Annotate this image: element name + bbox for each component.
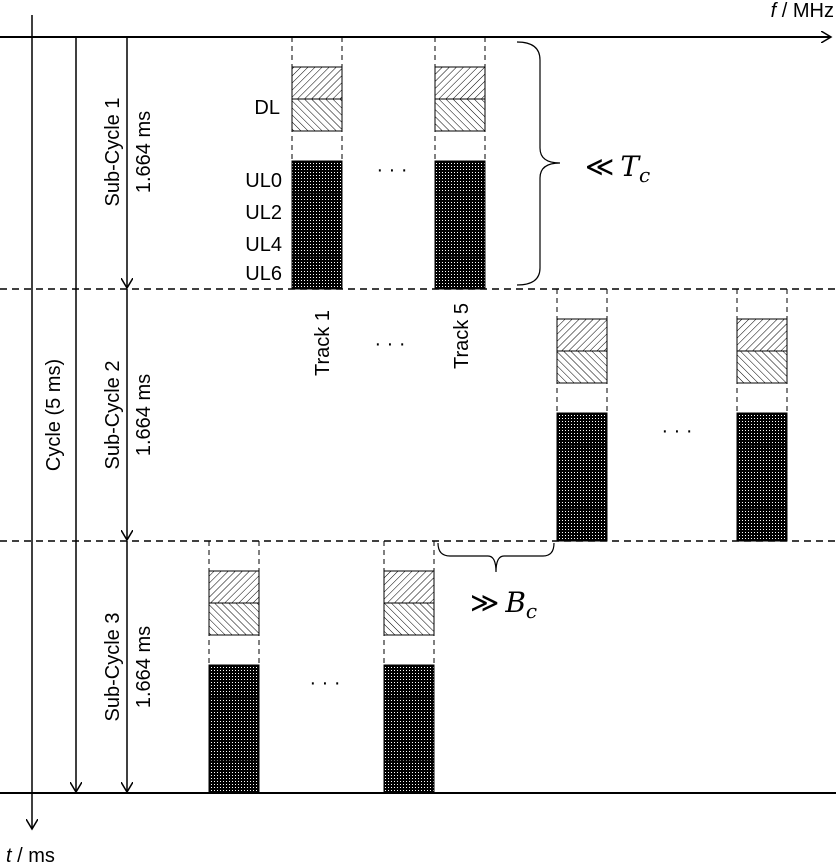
- ul-slot-block: [291, 256, 343, 290]
- tc-annotation: ≪ Tc: [585, 150, 650, 187]
- dl-slot-block: [208, 570, 260, 604]
- dl-slot-block: [208, 602, 260, 636]
- ul-slot-block: [208, 760, 260, 794]
- dl-slot-block: [434, 66, 486, 100]
- ul-slot-block: [736, 412, 788, 446]
- dl-slot-block: [291, 66, 343, 100]
- ul6-label: UL6: [245, 263, 282, 285]
- track-5-label: Track 5: [451, 303, 473, 369]
- ul-slot-block: [291, 224, 343, 258]
- subcycle-2-duration: 1.664 ms: [133, 374, 155, 456]
- ul-slot-block: [736, 508, 788, 542]
- subcycle-1-duration: 1.664 ms: [133, 111, 155, 193]
- ul-slot-block: [434, 160, 486, 194]
- ul-slot-block: [434, 192, 486, 226]
- ul-slot-block: [434, 224, 486, 258]
- frequency-axis-label: f / MHz: [771, 0, 834, 22]
- ul2-label: UL2: [245, 202, 282, 224]
- dl-slot-block: [291, 98, 343, 132]
- ellipsis: · · ·: [309, 672, 340, 694]
- track-1-label: Track 1: [312, 310, 334, 376]
- ul0-label: UL0: [245, 170, 282, 192]
- ul-slot-block: [383, 760, 435, 794]
- dl-slot-block: [736, 318, 788, 352]
- bc-annotation: ≫ Bc: [470, 586, 537, 623]
- ul-slot-block: [736, 444, 788, 478]
- subcycle-1-label: Sub-Cycle 1: [102, 98, 124, 207]
- ul-slot-block: [556, 412, 608, 446]
- ul-slot-block: [383, 728, 435, 762]
- dl-label: DL: [254, 97, 280, 119]
- ul-slot-block: [556, 444, 608, 478]
- dl-slot-block: [556, 350, 608, 384]
- ul-slot-block: [208, 728, 260, 762]
- ellipsis: · · ·: [374, 333, 405, 355]
- ul-slot-block: [208, 696, 260, 730]
- dl-slot-block: [556, 318, 608, 352]
- subcycle-3-duration: 1.664 ms: [133, 626, 155, 708]
- bc-brace: [437, 542, 555, 573]
- tc-brace: [516, 41, 561, 286]
- dl-slot-block: [434, 98, 486, 132]
- dl-slot-block: [736, 350, 788, 384]
- ul-slot-block: [291, 160, 343, 194]
- ellipsis: · · ·: [376, 159, 407, 181]
- ul4-label: UL4: [245, 234, 282, 256]
- subcycle-3-label: Sub-Cycle 3: [102, 613, 124, 722]
- ul-slot-block: [556, 508, 608, 542]
- ul-slot-block: [383, 696, 435, 730]
- subcycle-2-label: Sub-Cycle 2: [102, 361, 124, 470]
- time-axis-label: t / ms: [6, 845, 55, 864]
- ul-slot-block: [383, 664, 435, 698]
- ellipsis: · · ·: [661, 420, 692, 442]
- ul-slot-block: [434, 256, 486, 290]
- dl-slot-block: [383, 570, 435, 604]
- ul-slot-block: [291, 192, 343, 226]
- dl-slot-block: [383, 602, 435, 636]
- ul-slot-block: [208, 664, 260, 698]
- cycle-label: Cycle (5 ms): [43, 359, 65, 471]
- ul-slot-block: [556, 476, 608, 510]
- ul-slot-block: [736, 476, 788, 510]
- tracks: [208, 37, 788, 794]
